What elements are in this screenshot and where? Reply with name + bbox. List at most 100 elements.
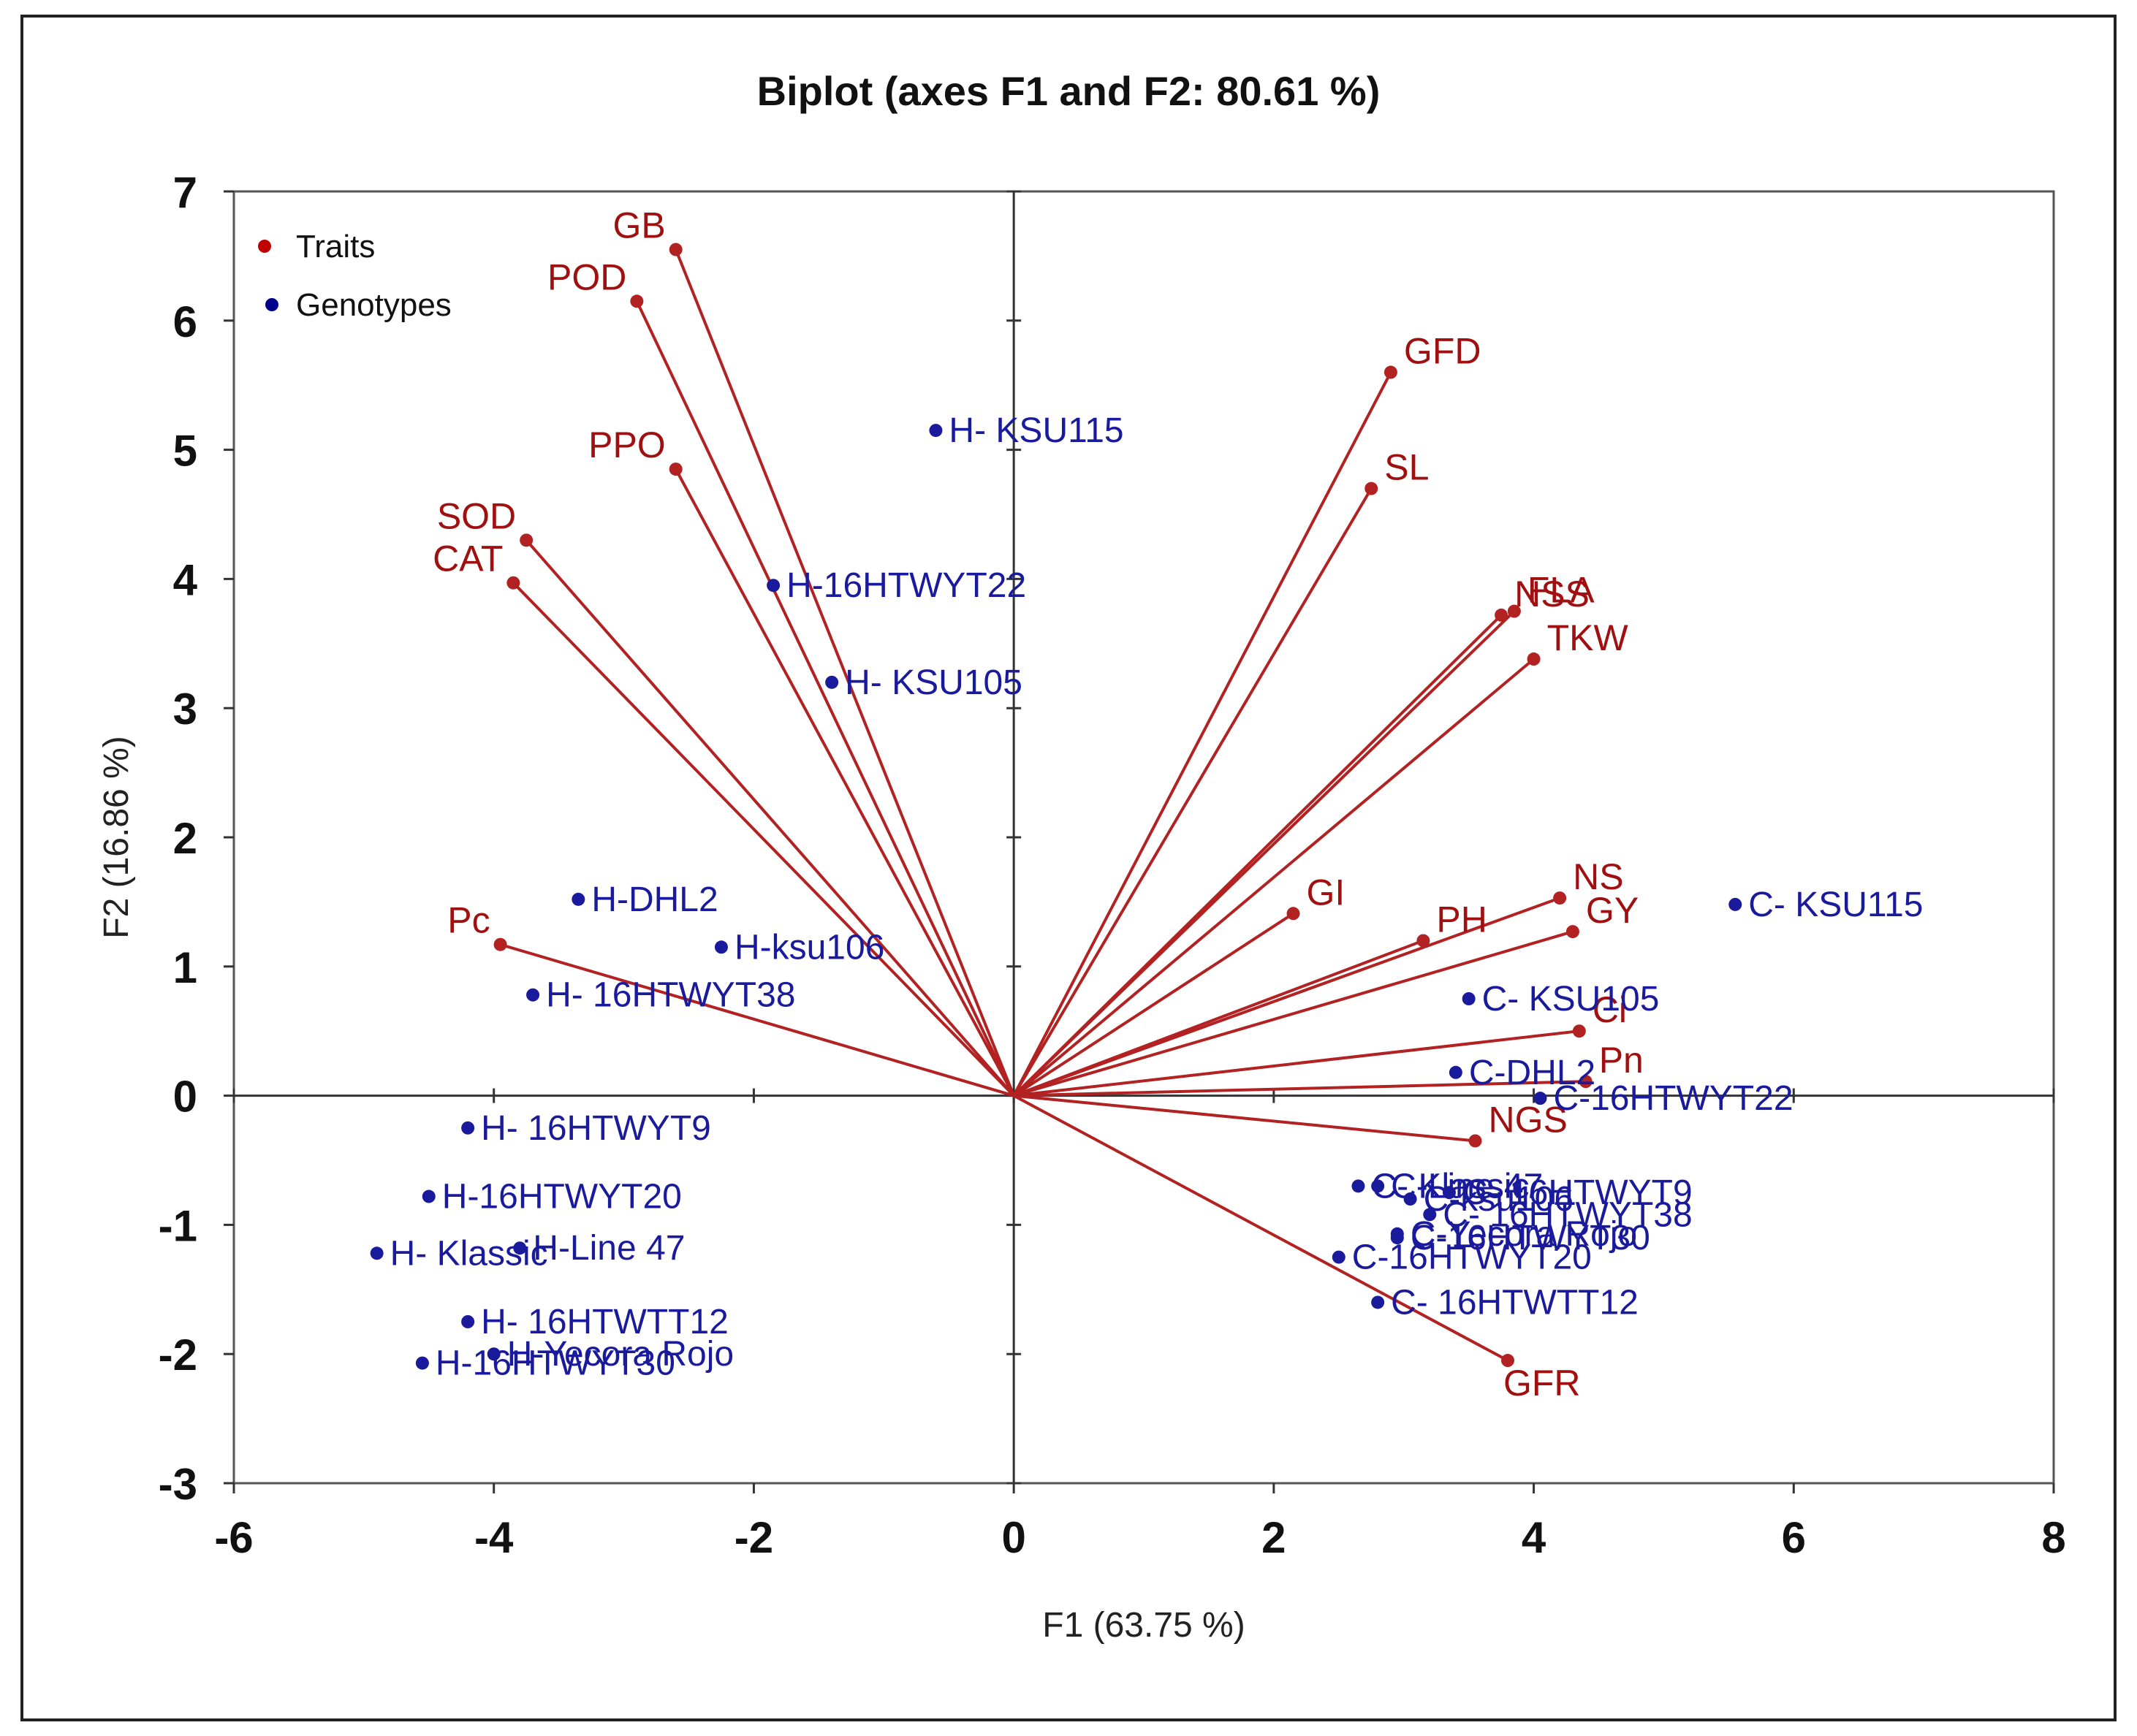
genotype-label: C- Klassic [1371,1167,1529,1206]
trait-label: NS [1573,856,1623,897]
trait-vector [1013,896,1560,1097]
trait-vectors [500,248,1586,1362]
genotype-label: H- KSU115 [949,411,1123,450]
y-tick-label: -1 [159,1201,197,1250]
x-tick-label: 0 [1001,1513,1025,1562]
genotype-label: H- 16HTWYT38 [546,976,795,1015]
trait-vector [500,943,1014,1097]
trait-point [1468,1134,1482,1148]
genotype-point [461,1315,475,1328]
trait-vector [674,468,1015,1097]
trait-vector [525,539,1015,1097]
trait-label: GB [612,205,665,246]
trait-label: POD [547,256,626,297]
trait-vector [1012,371,1392,1097]
trait-label: PH [1436,899,1487,940]
genotype-point [487,1347,501,1361]
genotype-point [422,1189,436,1203]
genotype-label: C-Yecora Rojo [1411,1215,1637,1254]
trait-vector [635,300,1015,1097]
y-tick-label: 7 [173,168,197,217]
ticks-layer: -6 -4 -2 0 2 4 6 8 -3 -2 -1 0 1 2 3 4 5 6 7 [159,168,2066,1562]
trait-point [493,937,507,951]
genotype-point [929,424,943,438]
trait-label: NSS [1514,574,1590,614]
genotype-label: C- KSU115 [1748,886,1923,924]
genotype-point [526,988,540,1002]
trait-label: GFD [1404,331,1481,372]
trait-label: GI [1307,872,1345,913]
genotype-label: C-DHL2 [1469,1054,1595,1092]
genotype-label: H-16HTWYT22 [786,566,1026,605]
x-tick-label: 4 [1522,1513,1546,1562]
legend-genotypes-label: Genotypes [296,287,452,323]
trait-point [1579,1075,1593,1089]
genotype-label: C-16HTWYT20 [1352,1238,1592,1277]
trait-vector [674,248,1016,1097]
genotype-label: H-Yecora Rojo [507,1335,734,1374]
genotype-label: C- 16HTWYT9 [1462,1173,1693,1212]
trait-label: SL [1384,447,1429,488]
x-tick-label: 6 [1782,1513,1806,1562]
trait-vector [512,582,1015,1097]
trait-point [1364,481,1378,495]
y-axis-label: F2 (16.86 %) [97,736,136,938]
x-axis-label: F1 (63.75 %) [1042,1606,1245,1645]
genotype-point [1371,1295,1385,1309]
genotype-point [1351,1179,1365,1193]
y-tick-label: 3 [173,685,197,734]
y-tick-label: 2 [173,814,197,863]
x-tick-label: -4 [474,1513,514,1562]
trait-vector [1013,912,1294,1097]
legend-genotypes-marker [265,298,278,311]
genotype-point [1533,1092,1547,1105]
x-tick-label: -6 [214,1513,253,1562]
trait-point [1383,365,1397,379]
trait-vector [1012,610,1516,1097]
legend: Traits Genotypes [258,229,452,323]
trait-vector [1012,487,1373,1097]
y-tick-label: 4 [173,555,198,604]
trait-label: CAT [433,538,503,579]
genotype-point [1423,1208,1437,1222]
trait-label: NGS [1489,1099,1568,1140]
genotype-label: H-16HTWYT30 [436,1344,675,1383]
genotype-label: C- 16HTWYT38 [1443,1195,1692,1234]
y-tick-label: 6 [173,297,197,346]
genotype-label: C-ksu106 [1424,1180,1574,1219]
trait-point [1286,907,1300,921]
trait-label: TKW [1547,617,1629,658]
genotype-point [1449,1065,1462,1079]
trait-label: SOD [437,495,516,536]
chart-title: Biplot (axes F1 and F2: 80.61 %) [757,68,1381,114]
figure-frame [20,15,2117,1721]
genotype-label: C-16HTWYT22 [1553,1079,1793,1118]
genotype-label: C-Line 47 [1391,1167,1543,1206]
x-tick-label: -2 [735,1513,773,1562]
trait-point [1572,1024,1586,1038]
trait-label: GFR [1503,1363,1581,1404]
genotype-point [415,1356,429,1370]
trait-label: Pn [1599,1040,1644,1081]
y-tick-label: -2 [159,1330,197,1379]
x-tick-label: 2 [1261,1513,1286,1562]
genotype-label: C-16HTWYT30 [1411,1219,1650,1257]
trait-vector [1013,1094,1476,1143]
trait-label: FLA [1527,570,1595,611]
trait-point [1507,604,1521,618]
genotype-point [1332,1250,1345,1264]
genotype-label: H- 16HTWTT12 [481,1303,729,1341]
trait-vector [1013,930,1574,1097]
trait-point [630,294,644,308]
data-points [370,243,1742,1370]
trait-point [520,533,534,547]
genotype-label: H- 16HTWYT9 [481,1109,711,1148]
trait-point [1495,608,1508,622]
y-tick-label: 1 [173,943,197,992]
genotype-point [825,675,839,689]
trait-label: GY [1586,890,1639,931]
trait-point [1527,652,1541,666]
trait-point [1416,934,1430,948]
